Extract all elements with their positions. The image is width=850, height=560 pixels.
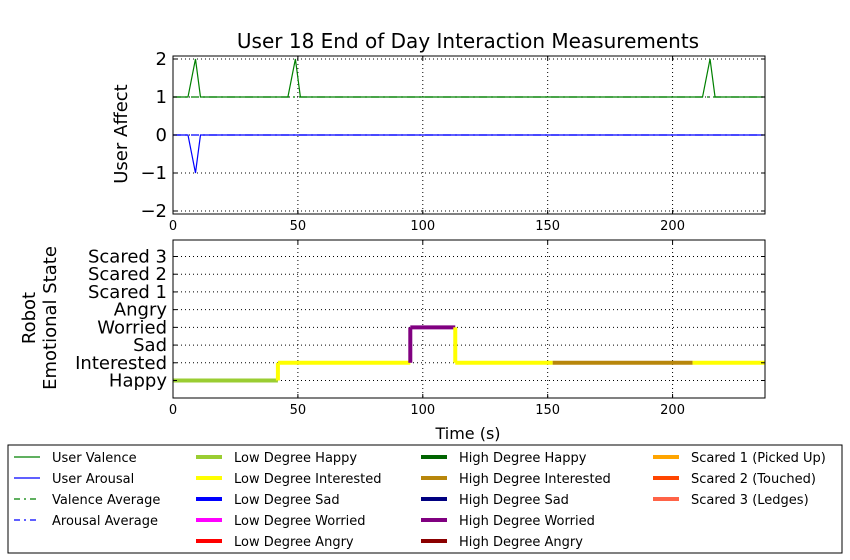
x-tick-label: 50 [290,219,307,234]
x-tick-label: 150 [535,403,560,418]
plot-frame [172,239,766,399]
legend-label: Low Degree Worried [234,514,366,529]
series-line [173,134,765,174]
top-ylabel: User Affect [111,84,132,184]
x-tick-label: 100 [410,219,435,234]
x-tick-label: 100 [410,403,435,418]
bottom-ylabel-line2: Emotional State [40,246,61,390]
x-tick-label: 0 [169,403,177,418]
legend-label: Low Degree Sad [234,493,340,508]
bottom-xlabel: Time (s) [434,424,500,443]
legend-label: User Arousal [52,472,134,487]
y-tick-label: Angry [114,300,168,321]
x-tick-label: 200 [660,219,685,234]
y-tick-label: Interested [75,353,167,374]
y-tick-label: 2 [156,49,167,70]
series-line [173,58,765,98]
legend-label: User Valence [52,451,137,466]
legend-label: Scared 2 (Touched) [691,472,816,487]
bottom-panel: 0 50 100 150 200 HappyInterestedSadWorriedAng… [75,239,766,418]
y-tick-label: −1 [140,163,167,184]
y-tick-label: Scared 2 [88,264,167,285]
x-tick-label: 150 [535,219,560,234]
x-tick-label: 200 [660,403,685,418]
bottom-ylabel-line1: Robot [19,292,40,344]
legend-label: High Degree Interested [459,472,611,487]
top-panel: 0 50 100 150 200 2 1 0 −1 −2 [140,49,766,234]
y-tick-label: Worried [97,317,167,338]
y-tick-label: Scared 1 [88,282,167,303]
x-tick-label: 50 [290,403,307,418]
y-tick-label: Scared 3 [88,247,167,268]
y-tick-label: 0 [156,125,167,146]
x-tick-label: 0 [169,219,177,234]
y-tick-label: Sad [133,335,167,356]
y-tick-label: −2 [140,201,167,222]
legend-label: High Degree Worried [459,514,595,529]
legend-label: High Degree Angry [459,535,583,550]
legend-label: High Degree Sad [459,493,569,508]
legend-label: Valence Average [52,493,160,508]
legend-label: Scared 1 (Picked Up) [691,451,826,466]
chart-title: User 18 End of Day Interaction Measureme… [237,29,699,53]
legend-label: Low Degree Interested [234,472,382,487]
y-tick-label: Happy [109,371,167,392]
legend-label: Scared 3 (Ledges) [691,493,809,508]
legend-label: Low Degree Angry [234,535,354,550]
legend-label: Low Degree Happy [234,451,357,466]
legend: User Valence User Arousal Valence Average A… [7,444,843,554]
y-tick-label: 1 [156,87,167,108]
legend-label: Arousal Average [52,514,158,529]
legend-label: High Degree Happy [459,451,587,466]
